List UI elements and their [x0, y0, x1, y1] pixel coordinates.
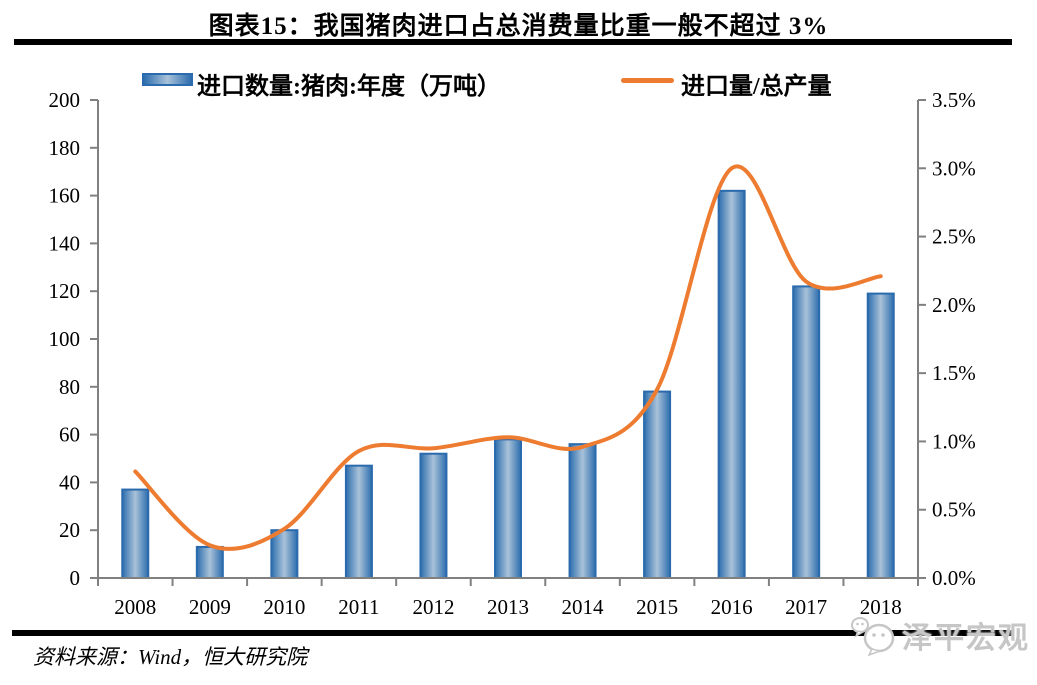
legend-line-swatch — [621, 78, 674, 83]
y-axis-right-tick-label: 1.5% — [932, 361, 976, 385]
page-title: 图表15：我国猪肉进口占总消费量比重一般不超过 3% — [208, 13, 829, 40]
x-axis-category-label: 2012 — [412, 595, 454, 619]
x-axis-category-label: 2018 — [860, 595, 902, 619]
bar-series — [121, 189, 895, 580]
y-axis-left-tick-label: 120 — [49, 279, 81, 303]
y-axis-right-tick-label: 0.5% — [932, 498, 976, 522]
y-axis-left-tick-label: 0 — [70, 566, 81, 590]
watermark: 泽平宏观 — [850, 613, 1030, 657]
y-axis-left-tick-label: 20 — [59, 518, 80, 542]
bar-2013 — [494, 438, 522, 579]
y-axis-left-tick-label: 160 — [49, 184, 81, 208]
y-axis-right-tick-label: 1.0% — [932, 429, 976, 453]
top-divider — [14, 39, 1012, 45]
bottom-divider — [12, 630, 1013, 636]
y-axis-left-tick-label: 60 — [59, 423, 80, 447]
y-axis-right-tick-label: 2.0% — [932, 293, 976, 317]
x-axis-category-label: 2014 — [562, 595, 605, 619]
watermark-logo-icon — [851, 617, 895, 657]
bar-2009 — [195, 545, 224, 579]
y-axis-left-tick-label: 40 — [59, 470, 80, 494]
y-axis-left-tick-label: 180 — [49, 136, 81, 160]
source-note: 资料来源：Wind，恒大研究院 — [33, 645, 308, 669]
axis-labels: 2001801601401201008060402003.5%3.0%2.5%2… — [49, 88, 976, 619]
x-axis-category-label: 2013 — [487, 595, 529, 619]
y-axis-left-tick-label: 200 — [49, 88, 81, 112]
x-axis-category-label: 2009 — [189, 595, 231, 619]
bar-2011 — [344, 464, 373, 580]
y-axis-right-tick-label: 3.0% — [932, 156, 976, 180]
bar-2017 — [792, 285, 821, 579]
y-axis-left-tick-label: 80 — [59, 375, 80, 399]
y-axis-left-tick-label: 100 — [49, 327, 81, 351]
bar-2015 — [643, 390, 672, 579]
bar-2008 — [121, 488, 150, 580]
legend-line-label: 进口量/总产量 — [681, 74, 832, 100]
legend-bar-label: 进口数量:猪肉:年度（万吨） — [197, 74, 501, 100]
watermark-text: 泽平宏观 — [902, 622, 1030, 655]
y-axis-right-tick-label: 0.0% — [932, 566, 976, 590]
axes — [90, 99, 926, 586]
x-axis-category-label: 2016 — [711, 595, 753, 619]
line-series — [133, 164, 883, 551]
y-axis-right-tick-label: 3.5% — [932, 88, 976, 112]
bar-2014 — [568, 443, 597, 579]
legend-bar-swatch — [142, 73, 193, 86]
x-axis-category-label: 2015 — [636, 595, 678, 619]
y-axis-right-tick-label: 2.5% — [932, 225, 976, 249]
bar-2016 — [717, 189, 746, 579]
x-axis-category-label: 2008 — [114, 595, 156, 619]
bar-2010 — [270, 529, 299, 580]
y-axis-left-tick-label: 140 — [49, 231, 81, 255]
x-axis-category-label: 2011 — [338, 595, 379, 619]
ratio-trend-line — [133, 164, 883, 551]
x-axis-category-label: 2010 — [263, 595, 305, 619]
bar-2018 — [866, 292, 895, 579]
x-axis-category-label: 2017 — [785, 595, 827, 619]
bar-2012 — [419, 452, 448, 579]
